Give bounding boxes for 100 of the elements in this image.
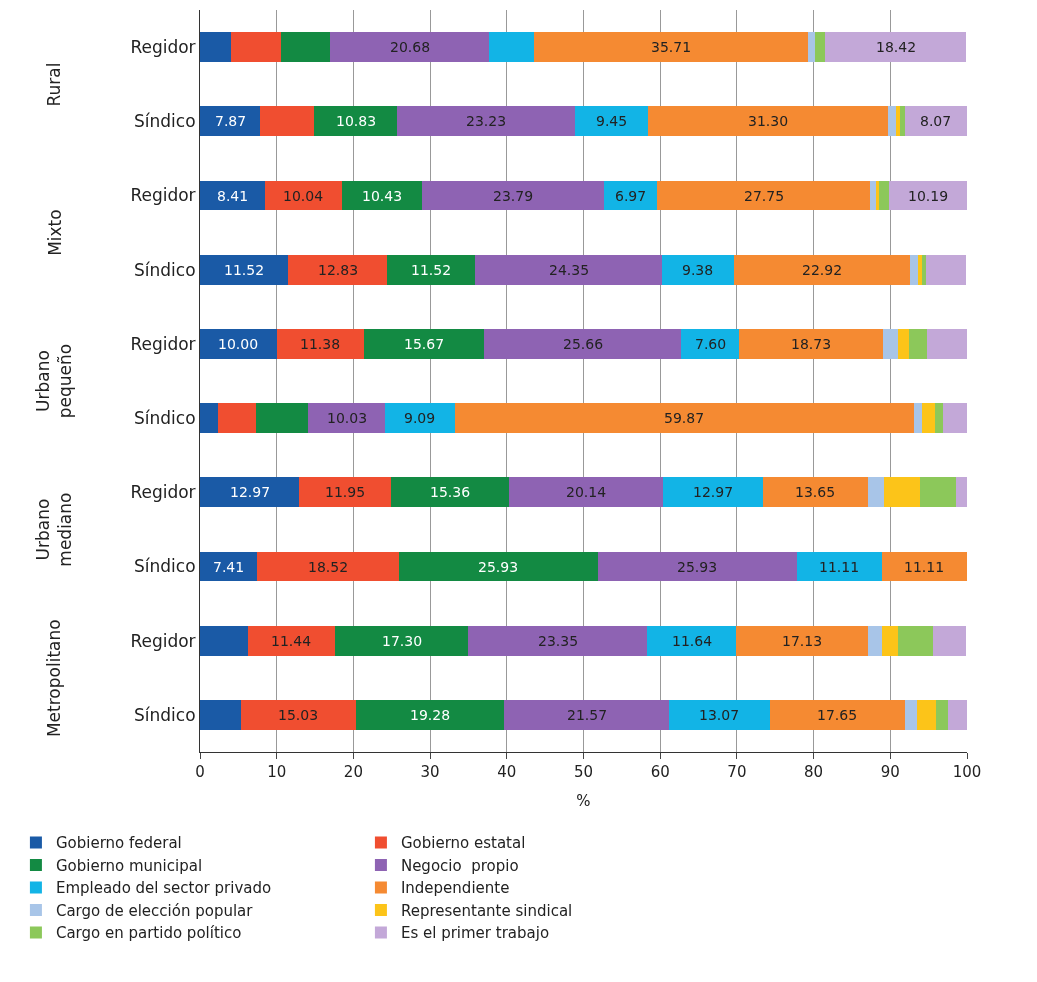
bar [680,329,740,359]
data-label: 11.11 [904,559,945,575]
bar [335,625,468,656]
data-label: 59.87 [664,410,705,426]
data-label: 17.30 [382,633,423,649]
data-label: 25.66 [563,336,604,352]
data-label: 13.65 [795,484,836,500]
bar [467,625,648,656]
bar [200,180,265,211]
text: Urbano pequeño [33,343,76,419]
x-tick-label: 20 [343,763,363,781]
bar [421,180,604,211]
bar [947,700,967,730]
legend-label: Gobierno estatal [400,834,526,853]
bar [200,700,241,730]
bar [260,106,315,137]
bar [341,180,422,211]
bar [739,329,883,359]
bar [887,106,896,137]
x-tick-label: 40 [497,763,517,781]
data-label: 11.44 [271,633,312,649]
x-tick-label: 100 [952,763,982,781]
bar [200,625,248,656]
text: Rural [44,62,65,107]
bar [769,700,905,730]
y-tick-label: Regidor [130,482,196,503]
data-label: 10.43 [362,188,403,204]
data-label: 9.09 [404,410,436,426]
bar [314,106,398,137]
legend-label: Gobierno federal [55,834,182,853]
data-label: 9.38 [682,262,714,278]
data-label: 15.67 [404,336,445,352]
bar [876,180,879,211]
bar [200,106,261,137]
data-label: 12.83 [318,262,359,278]
text: Mixto [44,209,65,256]
data-label: 10.19 [908,188,949,204]
data-label: 6.97 [615,188,647,204]
bar [276,329,364,359]
bar [878,180,889,211]
data-label: 27.75 [744,188,785,204]
bar [883,477,920,508]
bar [881,625,898,656]
bar [230,32,281,62]
bar [669,700,770,730]
data-label: 21.57 [567,707,608,723]
data-label: 22.92 [802,262,843,278]
data-label: 25.93 [478,559,519,575]
bar [867,477,884,508]
x-tick-label: 80 [804,763,824,781]
bar [200,329,277,359]
data-label: 7.41 [213,559,245,575]
data-label: 20.68 [390,39,431,55]
x-axis-title: % [576,792,591,810]
bar [288,254,387,285]
bar [200,254,289,285]
bar [934,403,944,433]
data-label: 20.14 [566,484,607,500]
data-label: 11.52 [224,262,265,278]
bar [870,180,877,211]
x-tick-label: 50 [573,763,594,781]
data-label: 17.13 [782,633,823,649]
bar [280,32,331,62]
data-label: 11.95 [325,484,366,500]
bar [597,551,797,582]
x-tick-label: 70 [727,763,747,781]
bar [796,551,882,582]
data-label: 15.03 [278,707,319,723]
bar [921,254,926,285]
data-label: 11.38 [300,336,341,352]
data-label: 7.87 [215,113,247,129]
y-tick-label: Síndico [134,111,196,132]
bar [904,106,967,137]
bar [736,625,868,656]
data-label: 11.64 [672,633,713,649]
bar [922,403,935,433]
bar [363,329,485,359]
bar [925,254,967,285]
bar [733,254,910,285]
bar [218,403,256,433]
bar [330,32,490,62]
bar [825,32,967,62]
bar [508,477,664,508]
data-label: 12.97 [230,484,271,500]
bar [489,32,535,62]
bar [888,180,967,211]
bar [200,477,300,508]
x-tick-label: 60 [650,763,670,781]
bar [882,329,898,359]
bar [200,32,231,62]
y-tick-label: Regidor [130,37,196,58]
y-tick-label: Regidor [130,630,196,651]
data-label: 25.93 [677,559,718,575]
bar [256,551,399,582]
bar [900,106,905,137]
bar [299,477,392,508]
bar [575,106,648,137]
legend-label: Empleado del sector privado [55,879,272,898]
x-tick-label: 0 [195,763,205,781]
data-label: 10.04 [283,188,324,204]
